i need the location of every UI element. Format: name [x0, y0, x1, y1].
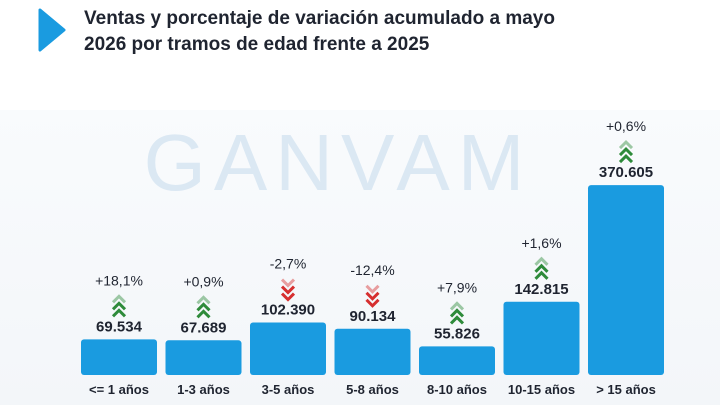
double-chevron-down-icon — [280, 278, 296, 302]
double-chevron-up-icon — [449, 301, 465, 325]
chart-title-line-2: 2026 por tramos de edad frente a 2025 — [84, 34, 430, 55]
variation-label: -12,4% — [350, 262, 394, 278]
variation-label: +18,1% — [95, 272, 143, 288]
bar — [588, 185, 664, 375]
variation-label: +1,6% — [521, 235, 561, 251]
category-label: 8-10 años — [427, 382, 487, 397]
value-label: 69.534 — [96, 318, 143, 335]
value-label: 55.826 — [434, 325, 480, 342]
category-label: > 15 años — [596, 382, 656, 397]
header: Ventas y porcentaje de variación acumula… — [0, 0, 720, 110]
value-label: 370.605 — [599, 164, 653, 181]
variation-label: +0,6% — [606, 118, 646, 134]
bar — [334, 328, 411, 375]
value-label: 90.134 — [350, 308, 397, 325]
category-label: 5-8 años — [346, 382, 399, 397]
value-label: 142.815 — [514, 281, 568, 298]
variation-label: +7,9% — [437, 279, 477, 295]
bar — [503, 301, 580, 375]
bars-group: 69.534 +18,1% <= 1 años 67.689 +0,9% 1-3 años… — [81, 118, 664, 397]
bar — [81, 339, 157, 375]
bar — [165, 340, 242, 375]
variation-label: -2,7% — [270, 256, 307, 272]
value-label: 67.689 — [181, 319, 227, 336]
double-chevron-up-icon — [534, 256, 549, 280]
category-label: 10-15 años — [508, 382, 575, 397]
value-label: 102.390 — [261, 302, 315, 319]
chart-title-line-1: Ventas y porcentaje de variación acumula… — [84, 8, 555, 29]
category-label: <= 1 años — [89, 382, 149, 397]
chevron-accent-icon — [38, 8, 66, 52]
bar — [250, 322, 326, 375]
watermark: GANVAM — [144, 118, 533, 207]
category-label: 1-3 años — [177, 382, 230, 397]
double-chevron-up-icon — [618, 139, 634, 164]
bar — [419, 346, 495, 375]
double-chevron-down-icon — [365, 284, 380, 308]
chart-title: Ventas y porcentaje de variación acumula… — [84, 6, 704, 58]
category-label: 3-5 años — [262, 382, 315, 397]
variation-label: +0,9% — [183, 273, 223, 289]
double-chevron-up-icon — [196, 295, 211, 319]
double-chevron-up-icon — [111, 294, 127, 318]
